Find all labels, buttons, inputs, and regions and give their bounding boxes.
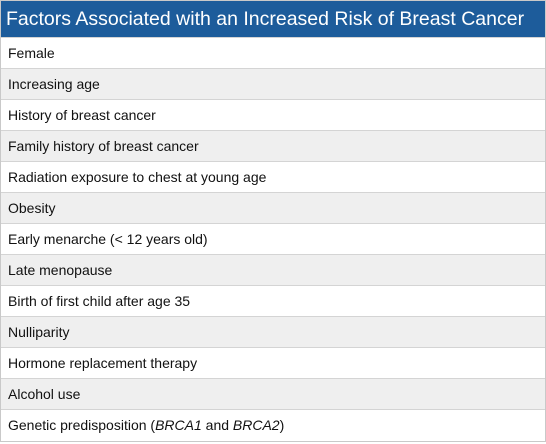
genetic-suffix: ) xyxy=(279,417,285,433)
table-row-alcohol-use: Alcohol use xyxy=(1,378,545,409)
table-row-obesity: Obesity xyxy=(1,192,545,223)
table-row-genetic-predisposition: Genetic predisposition (BRCA1 and BRCA2) xyxy=(1,409,545,441)
table-row-increasing-age: Increasing age xyxy=(1,68,545,99)
table-row-family-history: Family history of breast cancer xyxy=(1,130,545,161)
genetic-prefix: Genetic predisposition ( xyxy=(8,417,156,433)
table-row-first-child-after-35: Birth of first child after age 35 xyxy=(1,285,545,316)
table-row-radiation-exposure: Radiation exposure to chest at young age xyxy=(1,161,545,192)
table-row-late-menopause: Late menopause xyxy=(1,254,545,285)
table-row-hormone-replacement: Hormone replacement therapy xyxy=(1,347,545,378)
table-row-early-menarche: Early menarche (< 12 years old) xyxy=(1,223,545,254)
table-row-female: Female xyxy=(1,37,545,68)
table-row-history-breast-cancer: History of breast cancer xyxy=(1,99,545,130)
gene-brca1: BRCA1 xyxy=(155,417,202,433)
table-row-nulliparity: Nulliparity xyxy=(1,316,545,347)
gene-brca2: BRCA2 xyxy=(232,417,280,433)
table-title: Factors Associated with an Increased Ris… xyxy=(1,1,545,37)
genetic-middle: and xyxy=(201,417,233,433)
